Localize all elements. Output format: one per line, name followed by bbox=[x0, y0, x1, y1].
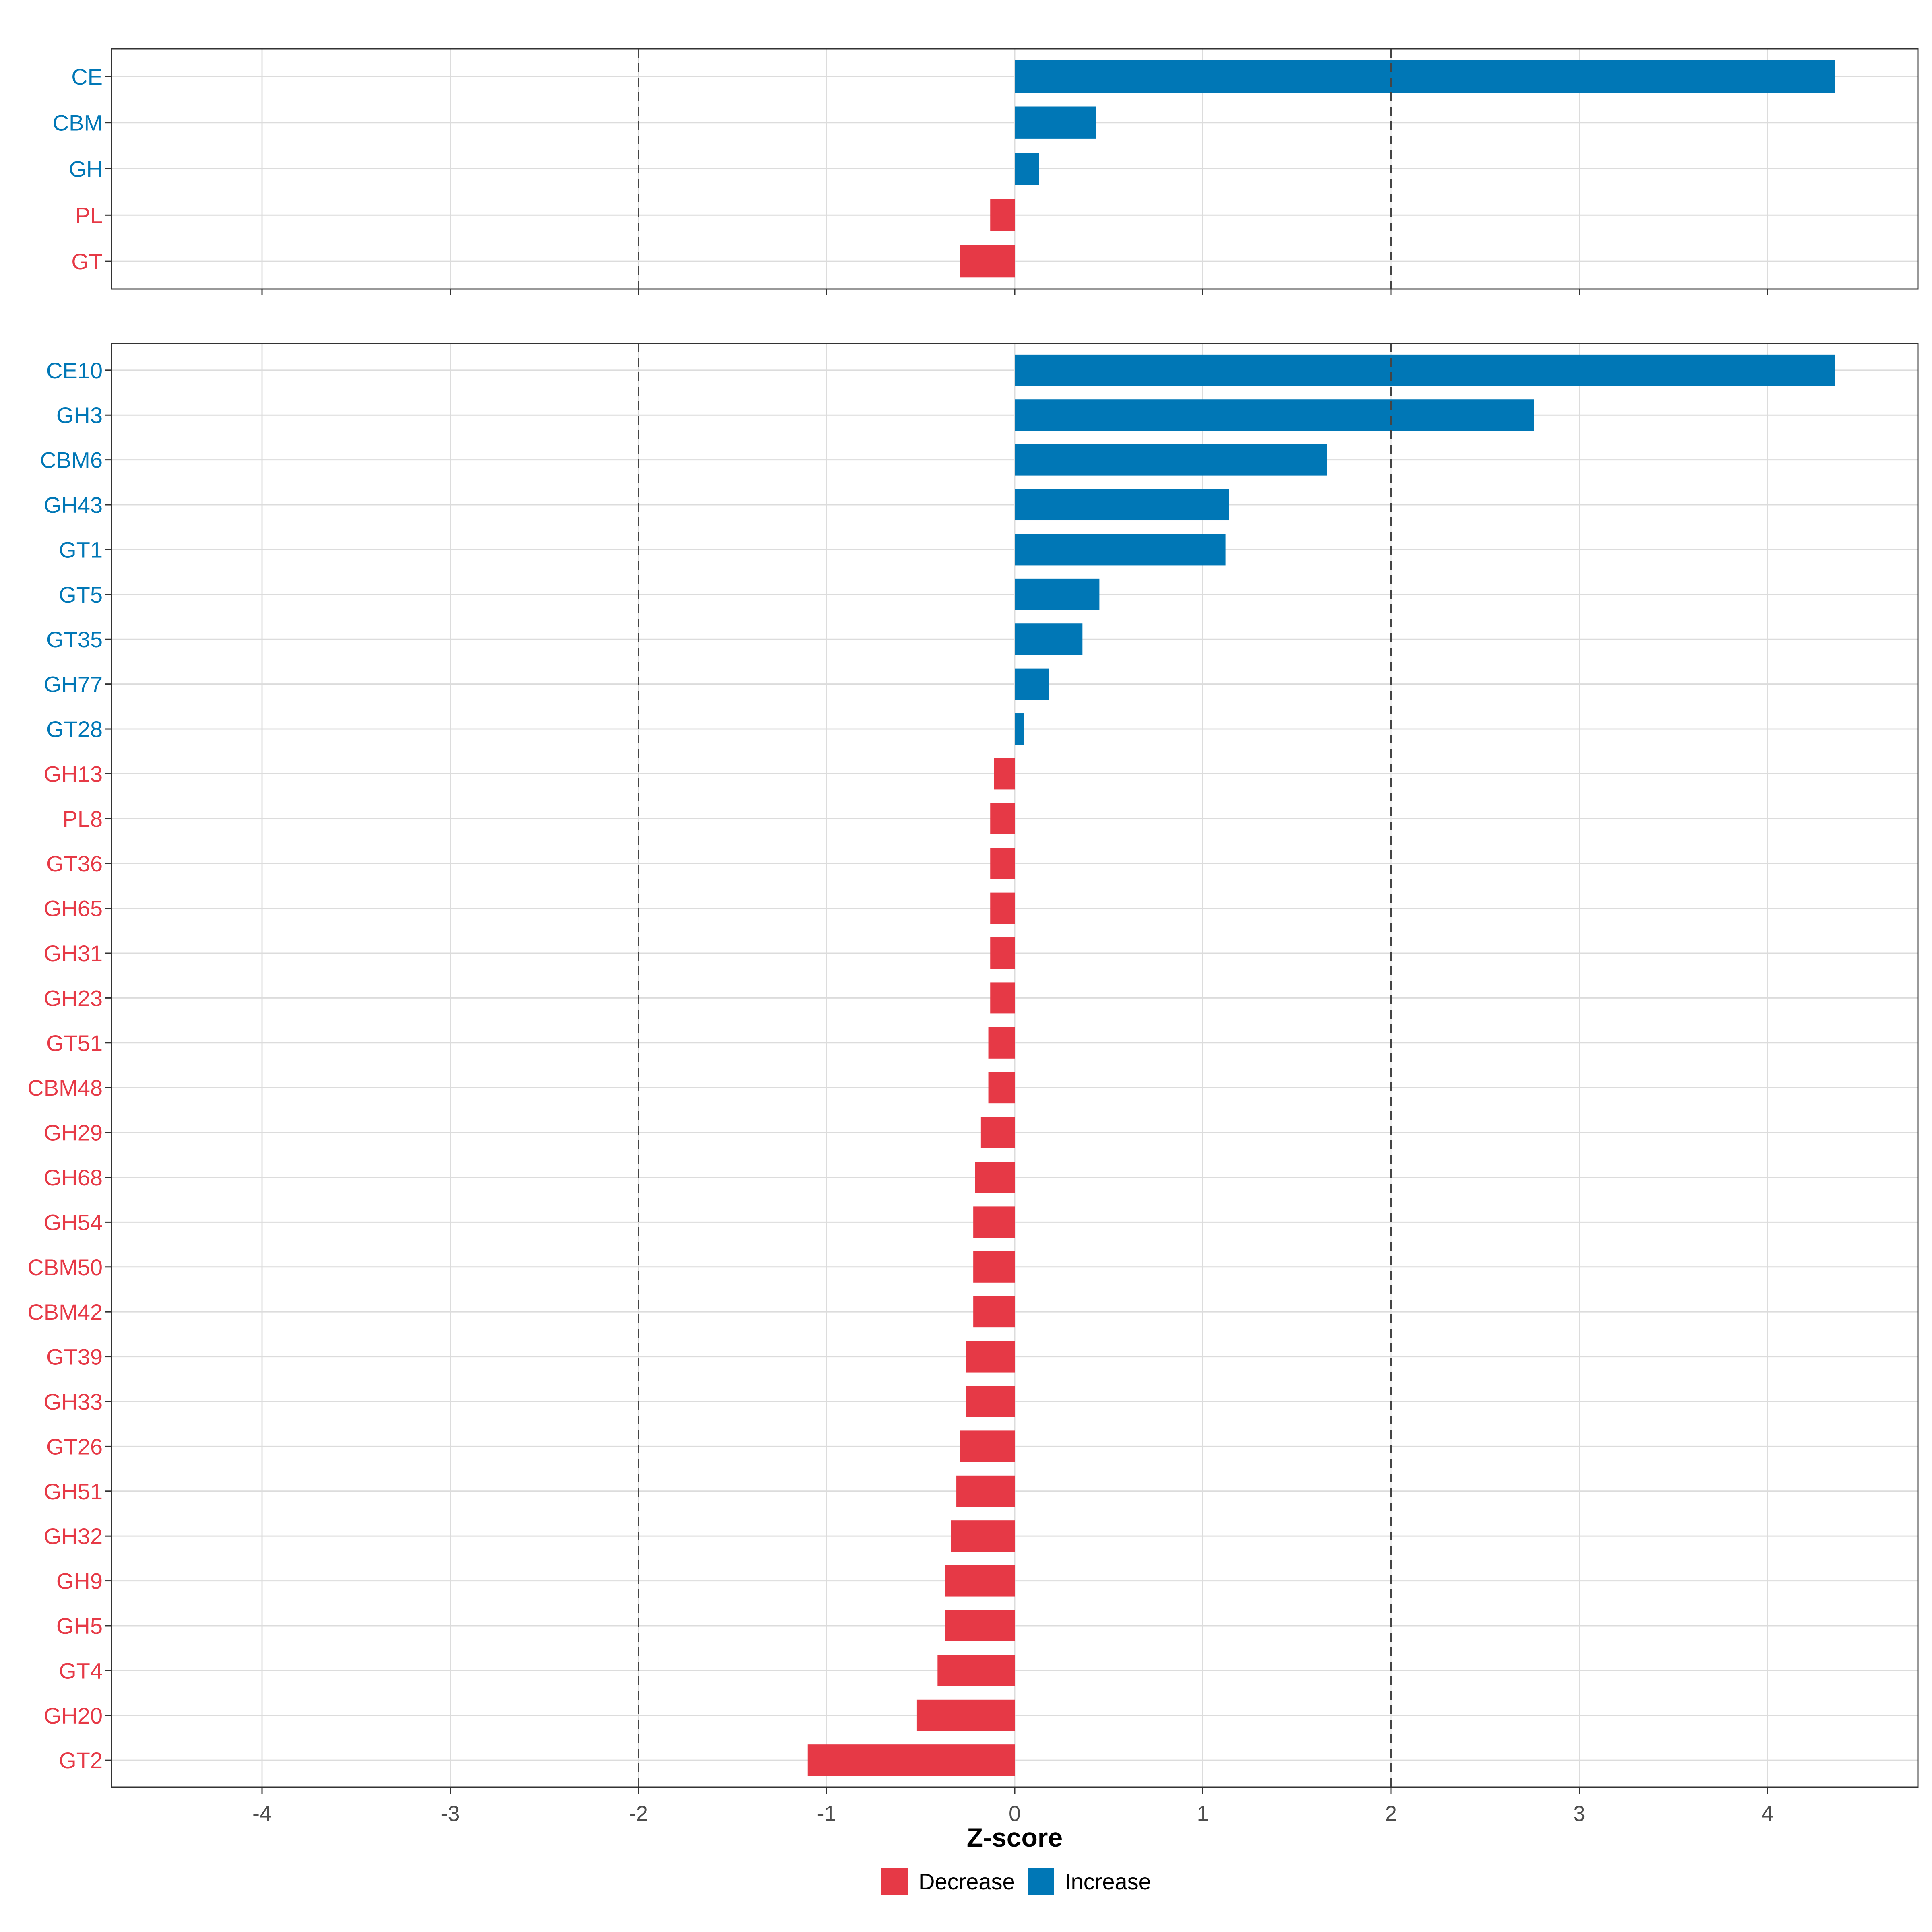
y-tick-label-gt26: GT26 bbox=[46, 1434, 103, 1459]
y-tick-label-gt2: GT2 bbox=[59, 1748, 103, 1773]
y-tick-label-gt1: GT1 bbox=[59, 537, 103, 562]
x-tick-label: 4 bbox=[1761, 1802, 1773, 1826]
x-axis-title: Z-score bbox=[967, 1823, 1063, 1852]
y-tick-label-gt36: GT36 bbox=[46, 851, 103, 876]
x-tick-label: -2 bbox=[629, 1802, 648, 1826]
bar-gh13 bbox=[994, 758, 1015, 790]
y-tick-label-gh9: GH9 bbox=[56, 1569, 103, 1594]
bar-gh23 bbox=[990, 982, 1015, 1014]
bar-cbm42 bbox=[973, 1296, 1015, 1328]
y-tick-label-ce: CE bbox=[71, 64, 103, 89]
bar-gh51 bbox=[956, 1475, 1015, 1507]
bar-gt36 bbox=[990, 848, 1015, 879]
y-tick-label-gh5: GH5 bbox=[56, 1613, 103, 1639]
legend-label-increase: Increase bbox=[1065, 1869, 1151, 1894]
bar-gt26 bbox=[960, 1430, 1015, 1462]
bar-cbm bbox=[1015, 106, 1096, 139]
x-tick-label: 0 bbox=[1009, 1802, 1021, 1826]
bar-gt1 bbox=[1015, 534, 1226, 566]
y-tick-label-gh32: GH32 bbox=[44, 1523, 103, 1549]
bar-gh31 bbox=[990, 937, 1015, 969]
bar-gt5 bbox=[1015, 578, 1100, 610]
bar-gh9 bbox=[945, 1565, 1015, 1597]
bar-gh20 bbox=[916, 1699, 1015, 1731]
y-tick-label-cbm6: CBM6 bbox=[40, 448, 103, 473]
y-tick-label-gh54: GH54 bbox=[44, 1210, 103, 1235]
y-tick-label-gt28: GT28 bbox=[46, 716, 103, 742]
bar-gh68 bbox=[975, 1162, 1015, 1193]
y-tick-label-pl: PL bbox=[75, 202, 103, 228]
y-tick-label-cbm: CBM bbox=[53, 110, 103, 136]
y-tick-label-gt39: GT39 bbox=[46, 1344, 103, 1370]
panel-family: CE10 GH3 CBM6 GH43 GT1 GT5 GT35 GH77 GT28 GH13 PL8… bbox=[27, 343, 1919, 1794]
bar-gt39 bbox=[966, 1341, 1015, 1373]
y-tick-label-gh23: GH23 bbox=[44, 985, 103, 1011]
bar-gt35 bbox=[1015, 623, 1083, 655]
y-tick-label-gt51: GT51 bbox=[46, 1030, 103, 1056]
y-tick-label-gt: GT bbox=[71, 249, 103, 274]
bar-gh54 bbox=[973, 1206, 1015, 1238]
bar-gh43 bbox=[1015, 489, 1229, 521]
x-tick-label: 2 bbox=[1385, 1802, 1397, 1826]
x-tick-label: 1 bbox=[1197, 1802, 1209, 1826]
bar-ce bbox=[1015, 60, 1835, 93]
bar-gt4 bbox=[937, 1655, 1015, 1686]
bar-gh33 bbox=[966, 1385, 1015, 1417]
bar-gt51 bbox=[988, 1027, 1015, 1059]
bar-gt bbox=[960, 245, 1015, 278]
y-tick-label-gh13: GH13 bbox=[44, 761, 103, 786]
y-tick-label-gh29: GH29 bbox=[44, 1120, 103, 1146]
x-tick-label: -3 bbox=[440, 1802, 460, 1826]
legend: Decrease Increase bbox=[881, 1868, 1151, 1895]
panel-category: CE CBM GH PL GT bbox=[53, 48, 1919, 295]
x-axis: -4 -3 -2 -1 0 1 2 3 4 bbox=[252, 1802, 1773, 1826]
x-tick-label: 3 bbox=[1573, 1802, 1585, 1826]
y-tick-label-gt5: GT5 bbox=[59, 582, 103, 607]
y-tick-label-gh43: GH43 bbox=[44, 492, 103, 518]
legend-key-decrease bbox=[881, 1868, 908, 1895]
bar-cbm6 bbox=[1015, 444, 1327, 476]
y-tick-label-gh20: GH20 bbox=[44, 1703, 103, 1728]
y-tick-label-ce10: CE10 bbox=[46, 358, 103, 383]
y-tick-label-gh68: GH68 bbox=[44, 1165, 103, 1190]
y-tick-label-cbm48: CBM48 bbox=[27, 1075, 103, 1100]
bar-pl bbox=[990, 199, 1015, 231]
bar-gh29 bbox=[980, 1117, 1015, 1148]
bar-ce10 bbox=[1015, 354, 1835, 386]
bar-gt28 bbox=[1015, 713, 1024, 745]
legend-label-decrease: Decrease bbox=[919, 1869, 1015, 1894]
legend-key-increase bbox=[1028, 1868, 1054, 1895]
y-tick-label-gh65: GH65 bbox=[44, 896, 103, 921]
x-tick-label: -1 bbox=[817, 1802, 836, 1826]
bar-gh3 bbox=[1015, 399, 1534, 431]
y-tick-label-cbm50: CBM50 bbox=[27, 1255, 103, 1280]
bar-cbm48 bbox=[988, 1072, 1015, 1104]
y-tick-label-gh31: GH31 bbox=[44, 941, 103, 966]
bar-gh77 bbox=[1015, 668, 1049, 700]
bar-gh32 bbox=[951, 1520, 1015, 1552]
y-tick-label-gh33: GH33 bbox=[44, 1389, 103, 1414]
x-tick-label: -4 bbox=[252, 1802, 272, 1826]
bar-gh5 bbox=[945, 1610, 1015, 1641]
y-tick-label-gh77: GH77 bbox=[44, 672, 103, 697]
bar-gt2 bbox=[807, 1744, 1015, 1776]
bar-pl8 bbox=[990, 803, 1015, 834]
y-tick-label-cbm42: CBM42 bbox=[27, 1299, 103, 1325]
y-tick-label-gt35: GT35 bbox=[46, 627, 103, 652]
y-tick-label-gt4: GT4 bbox=[59, 1658, 103, 1683]
bar-gh bbox=[1015, 153, 1039, 185]
y-tick-label-pl8: PL8 bbox=[62, 806, 103, 832]
bar-gh65 bbox=[990, 892, 1015, 924]
y-tick-label-gh51: GH51 bbox=[44, 1479, 103, 1504]
y-tick-label-gh: GH bbox=[69, 157, 103, 182]
bar-cbm50 bbox=[973, 1251, 1015, 1283]
y-tick-label-gh3: GH3 bbox=[56, 402, 103, 428]
